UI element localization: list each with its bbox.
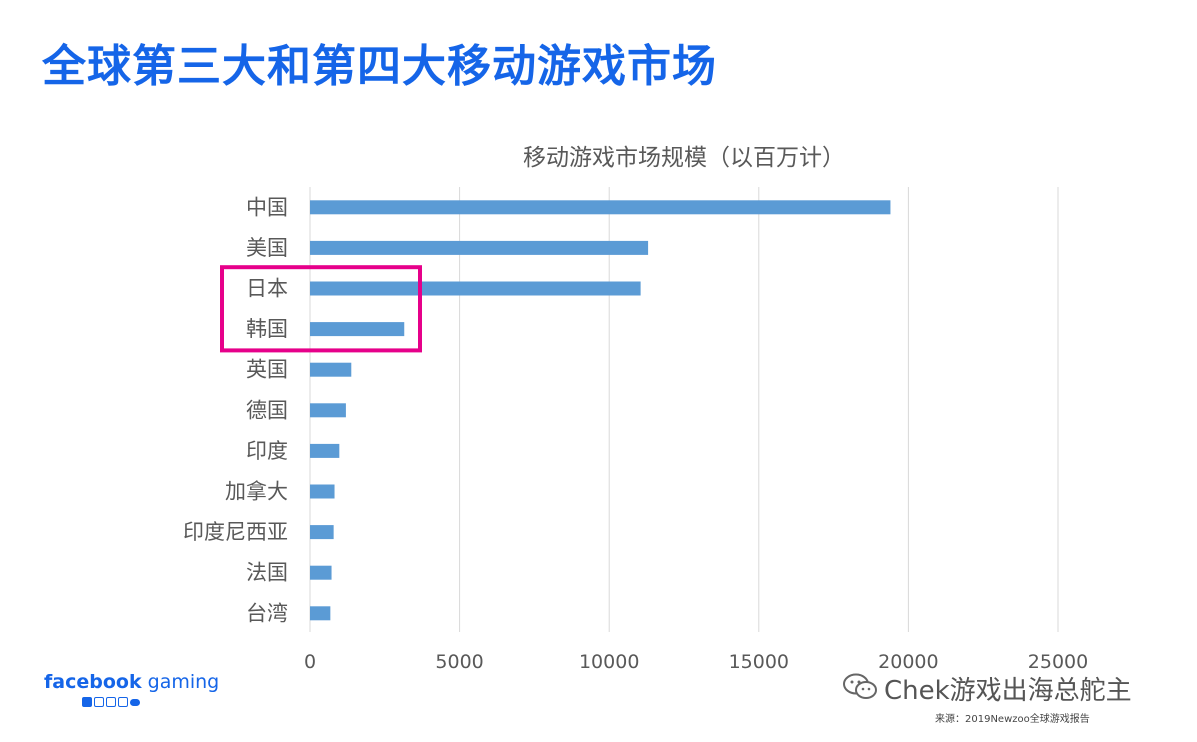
category-label-6: 印度 — [246, 439, 288, 463]
bar-6 — [310, 443, 340, 458]
watermark: Chek游戏出海总舵主 — [884, 676, 1132, 706]
brand-bold: facebook — [44, 671, 142, 693]
whatsapp-icon — [118, 697, 128, 707]
x-tick-label-0: 0 — [304, 651, 316, 673]
x-tick-label-4: 20000 — [878, 651, 938, 673]
bar-10 — [310, 606, 331, 621]
oculus-icon — [130, 699, 140, 706]
category-label-7: 加拿大 — [225, 480, 288, 504]
bars — [310, 200, 891, 621]
wechat-icon — [843, 673, 877, 699]
bar-4 — [310, 362, 352, 377]
category-label-4: 英国 — [246, 358, 288, 382]
category-label-9: 法国 — [246, 561, 288, 585]
bar-0 — [310, 200, 891, 215]
bar-7 — [310, 484, 335, 499]
page-title: 全球第三大和第四大移动游戏市场 — [42, 41, 717, 92]
category-label-10: 台湾 — [246, 601, 288, 625]
bar-1 — [310, 240, 649, 255]
highlight-box — [220, 265, 422, 353]
brand-light: gaming — [141, 671, 220, 693]
chart-title: 移动游戏市场规模（以百万计） — [523, 145, 845, 171]
facebook-icon — [82, 697, 92, 707]
bar-2 — [310, 281, 641, 296]
x-tick-label-5: 25000 — [1028, 651, 1088, 673]
bar-5 — [310, 403, 346, 418]
social-icons — [82, 697, 140, 707]
bar-3 — [310, 322, 405, 337]
category-label-1: 美国 — [246, 236, 288, 260]
x-tick-label-3: 15000 — [729, 651, 789, 673]
bar-9 — [310, 565, 332, 580]
x-tick-label-2: 10000 — [579, 651, 639, 673]
highlight-layer — [220, 265, 422, 353]
category-label-5: 德国 — [246, 398, 288, 422]
category-label-0: 中国 — [246, 195, 288, 219]
x-tick-labels: 0 5000 10000 15000 20000 25000 — [304, 651, 1088, 673]
category-label-3: 韩国 — [246, 317, 288, 341]
bar-8 — [310, 525, 334, 540]
facebook-gaming-logo: facebook gaming — [44, 671, 219, 693]
category-label-8: 印度尼西亚 — [183, 520, 288, 544]
x-tick-label-1: 5000 — [435, 651, 483, 673]
instagram-icon — [94, 697, 104, 707]
messenger-icon — [106, 697, 116, 707]
category-label-2: 日本 — [246, 277, 288, 301]
source-note: 来源：2019Newzoo全球游戏报告 — [935, 714, 1090, 725]
